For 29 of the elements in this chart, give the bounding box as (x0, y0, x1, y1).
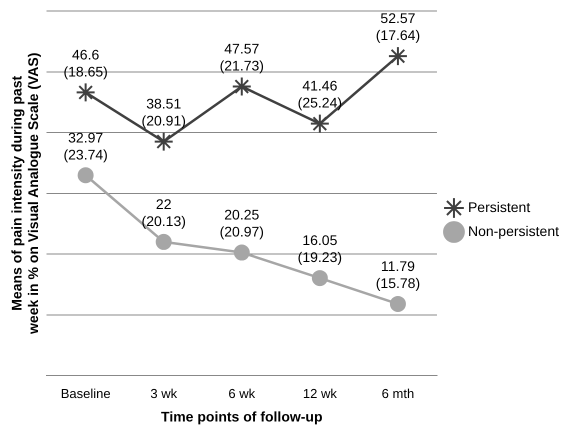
data-label: 46.6 (18.65) (63, 46, 108, 80)
data-label: 11.79 (15.78) (376, 258, 420, 291)
x-tick-label: 12 wk (302, 386, 338, 401)
point (388, 46, 408, 66)
data-label: 20.25 (20.97) (220, 206, 264, 240)
data-label: 22 (20.13) (142, 196, 186, 229)
data-label: 47.57 (21.73) (220, 40, 264, 74)
point (156, 234, 172, 250)
x-tick-label: 6 wk (228, 386, 256, 401)
x-tick-label: 6 mth (382, 386, 414, 401)
data-label: 41.46 (25.24) (298, 78, 342, 111)
legend-label: Persistent (468, 198, 530, 215)
y-axis-title: Means of pain intensity during past week in % on Visual Analogue Scale (VAS) (8, 52, 42, 335)
point (312, 270, 328, 286)
data-label: 52.57 (17.64) (376, 10, 420, 44)
x-tick-label: Baseline (60, 386, 111, 401)
point (76, 82, 96, 102)
legend-label: Non-persistent (468, 222, 560, 239)
data-label: 16.05 (19.23) (298, 232, 342, 266)
point (154, 132, 174, 152)
point (310, 114, 330, 134)
data-label: 38.51 (20.91) (142, 96, 186, 129)
point (78, 167, 94, 184)
point (232, 76, 252, 97)
x-tick-label: 3 wk (150, 386, 178, 401)
point (234, 244, 250, 261)
x-axis-title: Time points of follow-up (161, 408, 323, 424)
point (390, 296, 406, 312)
data-label: 32.97 (23.74) (63, 129, 108, 162)
